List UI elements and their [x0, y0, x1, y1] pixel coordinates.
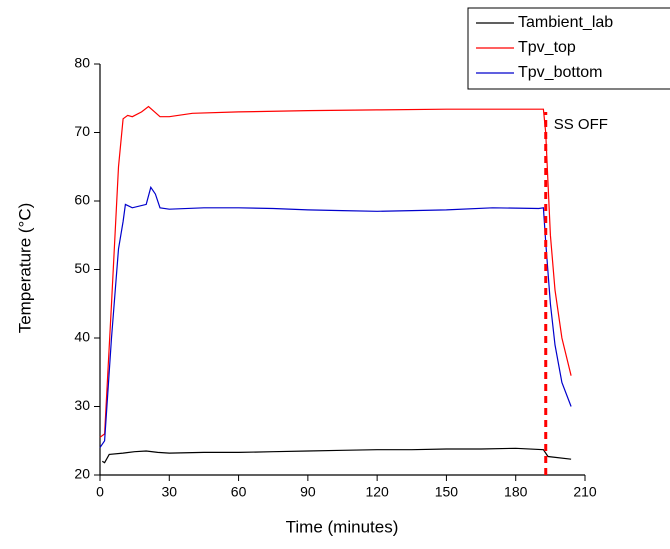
x-tick-label: 180 — [504, 484, 528, 500]
series-line — [101, 447, 572, 464]
y-tick-label: 60 — [74, 192, 90, 208]
y-tick-label: 80 — [74, 55, 90, 71]
x-tick-label: 210 — [573, 484, 597, 500]
legend-label: Tpv_bottom — [518, 64, 602, 81]
legend-box — [467, 7, 670, 90]
y-tick-label: 20 — [74, 466, 90, 482]
x-tick-label: 30 — [161, 484, 177, 500]
x-tick-label: 120 — [365, 484, 389, 500]
y-axis-title: Temperature (°C) — [15, 203, 34, 334]
x-tick-label: 60 — [231, 484, 247, 500]
annotation-text: SS OFF — [554, 116, 608, 133]
x-axis-title: Time (minutes) — [286, 517, 399, 536]
series-line — [99, 185, 572, 448]
series-line — [99, 105, 572, 438]
legend-label: Tambient_lab — [518, 14, 613, 31]
y-tick-label: 40 — [74, 329, 90, 345]
x-tick-label: 150 — [435, 484, 459, 500]
x-tick-label: 0 — [96, 484, 104, 500]
y-tick-label: 70 — [74, 123, 90, 139]
x-tick-label: 90 — [300, 484, 316, 500]
y-tick-label: 50 — [74, 260, 90, 276]
y-tick-label: 30 — [74, 397, 90, 413]
legend-label: Tpv_top — [518, 39, 576, 56]
